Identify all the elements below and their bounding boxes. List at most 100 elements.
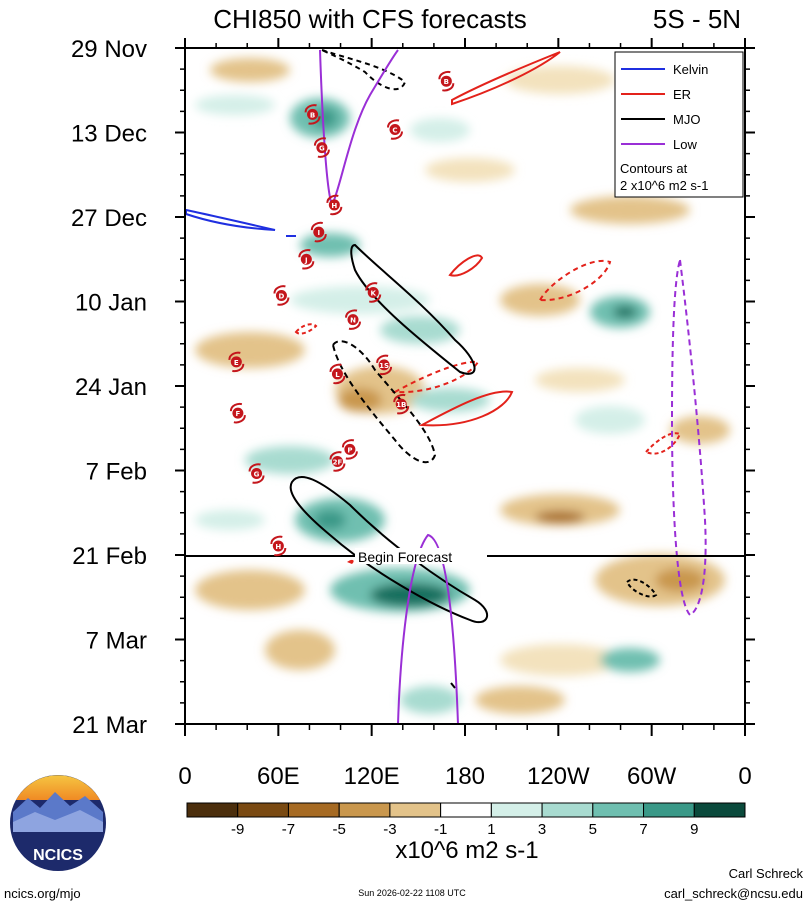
cyclone-dot	[230, 356, 242, 368]
dry-anomaly	[535, 368, 625, 392]
x-tick-label: 60W	[627, 763, 677, 790]
wet-anomaly	[313, 108, 337, 128]
cyclone-arm	[304, 104, 317, 113]
dry-anomaly	[570, 196, 690, 224]
x-tick-label: 180	[445, 763, 485, 790]
cyclone-arm	[333, 463, 346, 472]
cyclone-arm	[379, 366, 393, 376]
colorbar-box	[541, 802, 594, 818]
cyclone-dot	[307, 108, 319, 120]
er-contour	[451, 51, 561, 106]
y-tick-label: 29 Nov	[71, 36, 147, 63]
cyclone-arm	[314, 233, 327, 243]
cyclone-letter: 2F	[333, 458, 343, 466]
cyclone-dot	[328, 199, 340, 211]
er-contour	[538, 259, 612, 302]
wet-anomaly	[613, 306, 637, 318]
cyclone-arm	[298, 249, 311, 258]
cyclone-arm	[233, 415, 246, 424]
cyclone-letter: F	[235, 410, 240, 418]
er-contour	[418, 390, 514, 427]
cyclone-arm	[252, 475, 265, 484]
colorbar-label: -7	[282, 821, 295, 838]
wet-anomaly	[314, 510, 346, 530]
x-tick-label: 120E	[344, 763, 400, 790]
footer-email[interactable]: carl_schreck@ncsu.edu	[664, 886, 803, 901]
cyclone-letter: K	[371, 289, 377, 297]
logo-sun	[16, 775, 100, 800]
cyclone-arm	[345, 451, 358, 460]
wet-anomaly	[245, 446, 335, 474]
legend-label-low: Low	[673, 137, 697, 152]
colorbar-box	[693, 802, 746, 818]
wet-anomaly	[290, 286, 430, 314]
x-tick-label: 0	[738, 763, 751, 790]
mjo-contour	[321, 49, 407, 91]
dry-anomaly	[535, 511, 585, 523]
colorbar-label: 9	[690, 821, 698, 838]
wet-anomaly	[195, 510, 265, 530]
legend-label-er: ER	[673, 87, 691, 102]
colorbar-box	[592, 802, 645, 818]
cyclone-arm	[317, 149, 330, 158]
cyclone-marker: D	[273, 285, 290, 306]
cyclone-arm	[390, 131, 403, 140]
cyclone-dot	[272, 540, 284, 552]
colorbar-box	[490, 802, 543, 818]
y-tick-label: 13 Dec	[71, 121, 147, 148]
cyclone-marker: H	[270, 535, 287, 557]
kelvin-contour	[185, 208, 276, 231]
cyclone-arm	[248, 463, 261, 472]
cyclone-dot	[440, 75, 452, 87]
dry-anomaly	[670, 416, 730, 444]
cyclone-marker: N	[345, 309, 361, 330]
chart-title: CHI850 with CFS forecasts	[213, 4, 527, 34]
dry-anomaly	[500, 494, 620, 526]
logo-text: NCICS	[33, 847, 83, 864]
colorbar-units: x10^6 m2 s-1	[395, 837, 538, 864]
x-axis: 0 60E 120E 180 120W 60W 0	[178, 38, 752, 790]
wet-anomaly	[410, 118, 470, 142]
cyclone-dot	[331, 455, 343, 467]
cyclone-letter: L	[335, 371, 340, 379]
cyclone-letter: N	[350, 317, 356, 325]
cyclone-arm	[376, 354, 389, 364]
cyclone-marker: J	[298, 249, 315, 270]
cyclone-arm	[228, 351, 241, 360]
cyclone-arm	[313, 137, 327, 146]
y-tick-label: 21 Feb	[72, 543, 147, 570]
cyclone-marker: G	[313, 137, 330, 158]
cyclone-arm	[365, 282, 378, 291]
cyclone-arm	[329, 451, 342, 460]
cyclone-arm	[387, 119, 400, 128]
cyclone-arm	[270, 535, 283, 545]
cyclone-marker: B	[438, 70, 455, 92]
footer-url[interactable]: ncics.org/mjo	[4, 886, 81, 901]
y-axis: 29 Nov 13 Dec 27 Dec 10 Jan 24 Jan 7 Feb 21 Fe…	[71, 36, 755, 739]
cyclone-arm	[330, 206, 343, 216]
cyclone-arm	[308, 116, 321, 125]
cyclone-letter: P	[347, 446, 352, 454]
low-contour	[670, 259, 707, 617]
cyclone-arm	[326, 194, 339, 204]
mjo-contour	[350, 243, 476, 375]
cyclone-arm	[329, 363, 342, 373]
cyclone-letter: G	[254, 471, 260, 479]
colorbar-box	[389, 802, 442, 818]
cyclone-dot	[367, 286, 379, 298]
cyclone-letter: 1S	[379, 362, 389, 370]
cyclone-letter: H	[331, 202, 337, 210]
cyclone-marker: K	[365, 282, 382, 303]
cyclone-arm	[229, 402, 243, 412]
cyclone-dot	[232, 407, 244, 419]
legend-note-line1: Contours at	[620, 161, 688, 176]
cyclone-dot	[395, 398, 407, 410]
mjo-contour	[625, 578, 658, 598]
colorbar-box	[338, 802, 391, 818]
cyclone-arm	[442, 83, 455, 92]
cyclone-arm	[232, 363, 245, 373]
dry-anomaly	[195, 570, 305, 610]
er-contour	[391, 360, 480, 394]
dry-anomaly	[195, 332, 305, 368]
